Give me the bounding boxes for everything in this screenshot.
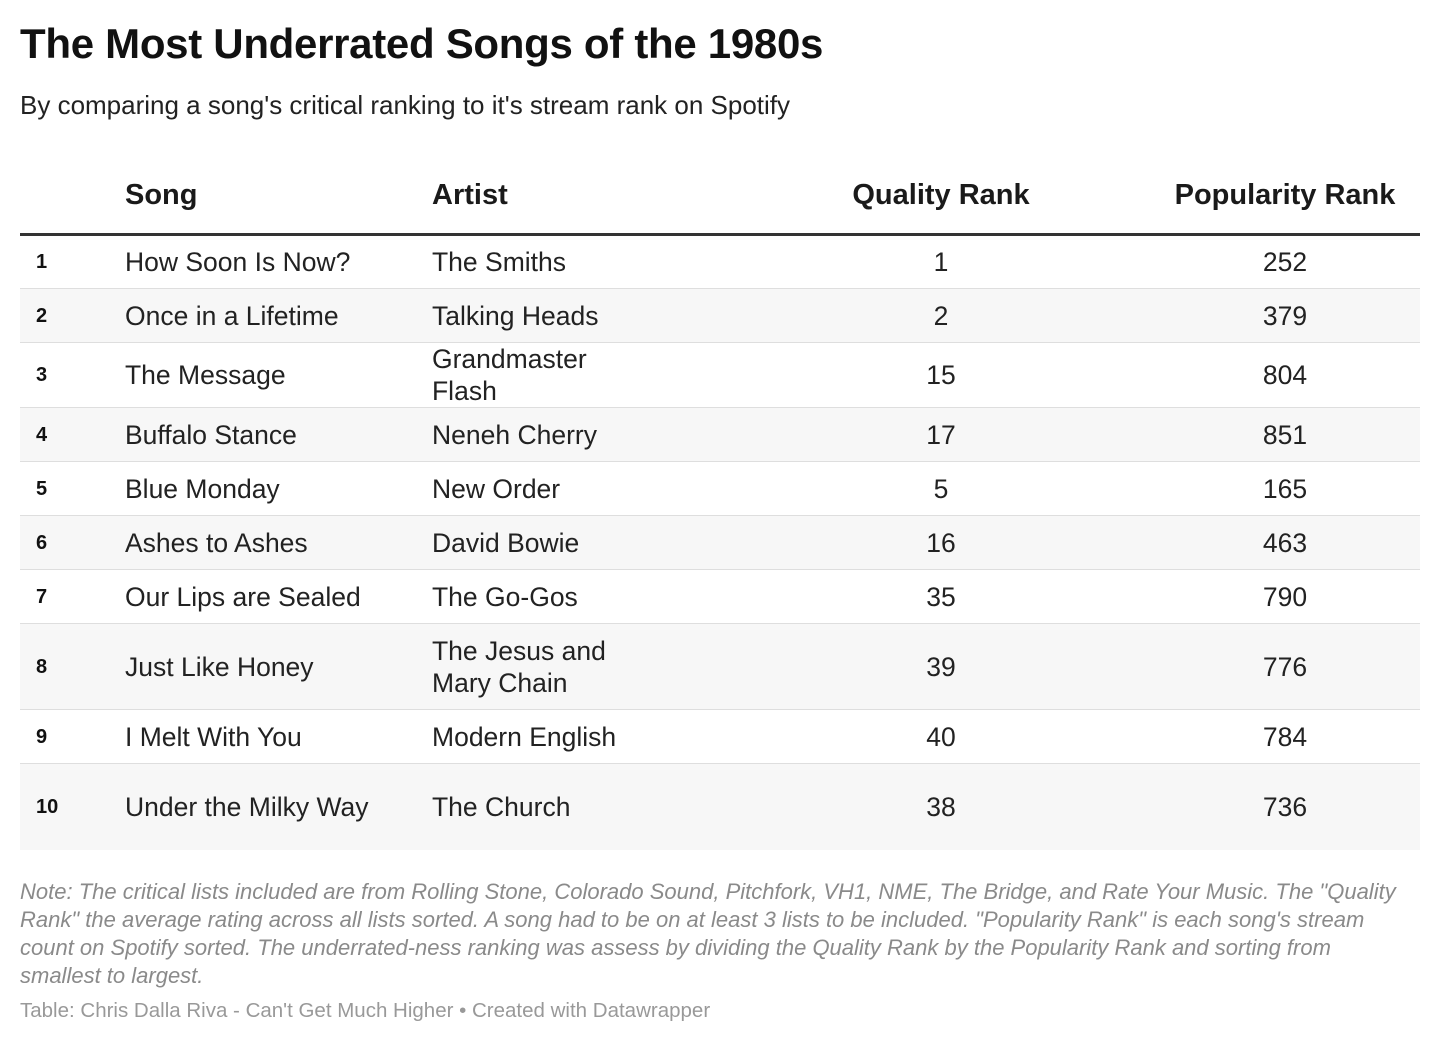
song-cell: How Soon Is Now? — [125, 234, 432, 289]
song-cell: Blue Monday — [125, 461, 432, 516]
popularity-rank-cell: 165 — [1150, 461, 1420, 516]
table-row: 3 The Message Grandmaster Flash 15 804 — [20, 342, 1420, 408]
table-row: 7 Our Lips are Sealed The Go-Gos 35 790 — [20, 569, 1420, 624]
table-row: 6 Ashes to Ashes David Bowie 16 463 — [20, 515, 1420, 570]
popularity-rank-cell: 790 — [1150, 569, 1420, 624]
row-rank-number: 2 — [20, 288, 125, 343]
quality-rank-cell: 15 — [732, 342, 1150, 408]
quality-rank-cell: 17 — [732, 407, 1150, 462]
artist-cell: Talking Heads — [432, 288, 732, 343]
table-row: 2 Once in a Lifetime Talking Heads 2 379 — [20, 288, 1420, 343]
header-song: Song — [125, 158, 432, 236]
quality-rank-cell: 2 — [732, 288, 1150, 343]
row-rank-number: 8 — [20, 623, 125, 710]
popularity-rank-cell: 252 — [1150, 234, 1420, 289]
row-rank-number: 6 — [20, 515, 125, 570]
artist-cell: Grandmaster Flash — [432, 342, 732, 408]
artist-cell: The Smiths — [432, 234, 732, 289]
row-rank-number: 9 — [20, 709, 125, 764]
chart-subtitle: By comparing a song's critical ranking t… — [20, 90, 791, 120]
table-body: 1 How Soon Is Now? The Smiths 1 252 2 Once in … — [20, 234, 1420, 850]
song-cell: Ashes to Ashes — [125, 515, 432, 570]
quality-rank-cell: 38 — [732, 763, 1150, 850]
header-quality-rank: Quality Rank — [732, 158, 1150, 236]
song-cell: The Message — [125, 342, 432, 408]
row-rank-number: 3 — [20, 342, 125, 408]
row-rank-number: 5 — [20, 461, 125, 516]
song-cell: Buffalo Stance — [125, 407, 432, 462]
table-row: 8 Just Like Honey The Jesus and Mary Chain… — [20, 623, 1420, 710]
quality-rank-cell: 1 — [732, 234, 1150, 289]
popularity-rank-cell: 736 — [1150, 763, 1420, 850]
artist-cell: Neneh Cherry — [432, 407, 732, 462]
artist-cell: Modern English — [432, 709, 732, 764]
artist-cell: David Bowie — [432, 515, 732, 570]
row-rank-number: 4 — [20, 407, 125, 462]
popularity-rank-cell: 463 — [1150, 515, 1420, 570]
song-cell: Once in a Lifetime — [125, 288, 432, 343]
song-cell: Our Lips are Sealed — [125, 569, 432, 624]
popularity-rank-cell: 804 — [1150, 342, 1420, 408]
table-row: 4 Buffalo Stance Neneh Cherry 17 851 — [20, 407, 1420, 462]
quality-rank-cell: 35 — [732, 569, 1150, 624]
row-rank-number: 1 — [20, 234, 125, 289]
table-row: 10 Under the Milky Way The Church 38 736 — [20, 763, 1420, 850]
table-row: 1 How Soon Is Now? The Smiths 1 252 — [20, 234, 1420, 289]
table-row: 5 Blue Monday New Order 5 165 — [20, 461, 1420, 516]
quality-rank-cell: 40 — [732, 709, 1150, 764]
table-note: Note: The critical lists included are fr… — [20, 879, 1396, 988]
quality-rank-cell: 16 — [732, 515, 1150, 570]
popularity-rank-cell: 379 — [1150, 288, 1420, 343]
song-cell: Under the Milky Way — [125, 763, 432, 850]
artist-cell: The Go-Gos — [432, 569, 732, 624]
header-rank — [20, 158, 125, 236]
song-cell: I Melt With You — [125, 709, 432, 764]
table-header-row: Song Artist Quality Rank Popularity Rank — [20, 158, 1420, 236]
artist-cell: The Church — [432, 763, 732, 850]
chart-title: The Most Underrated Songs of the 1980s — [20, 20, 824, 67]
popularity-rank-cell: 784 — [1150, 709, 1420, 764]
quality-rank-cell: 39 — [732, 623, 1150, 710]
song-cell: Just Like Honey — [125, 623, 432, 710]
quality-rank-cell: 5 — [732, 461, 1150, 516]
table-credit: Table: Chris Dalla Riva - Can't Get Much… — [20, 999, 711, 1022]
row-rank-number: 7 — [20, 569, 125, 624]
row-rank-number: 10 — [20, 763, 125, 850]
artist-cell: New Order — [432, 461, 732, 516]
artist-cell: The Jesus and Mary Chain — [432, 623, 732, 710]
header-artist: Artist — [432, 158, 732, 236]
header-popularity-rank: Popularity Rank — [1150, 158, 1420, 236]
popularity-rank-cell: 776 — [1150, 623, 1420, 710]
popularity-rank-cell: 851 — [1150, 407, 1420, 462]
songs-table: Song Artist Quality Rank Popularity Rank… — [20, 158, 1420, 850]
